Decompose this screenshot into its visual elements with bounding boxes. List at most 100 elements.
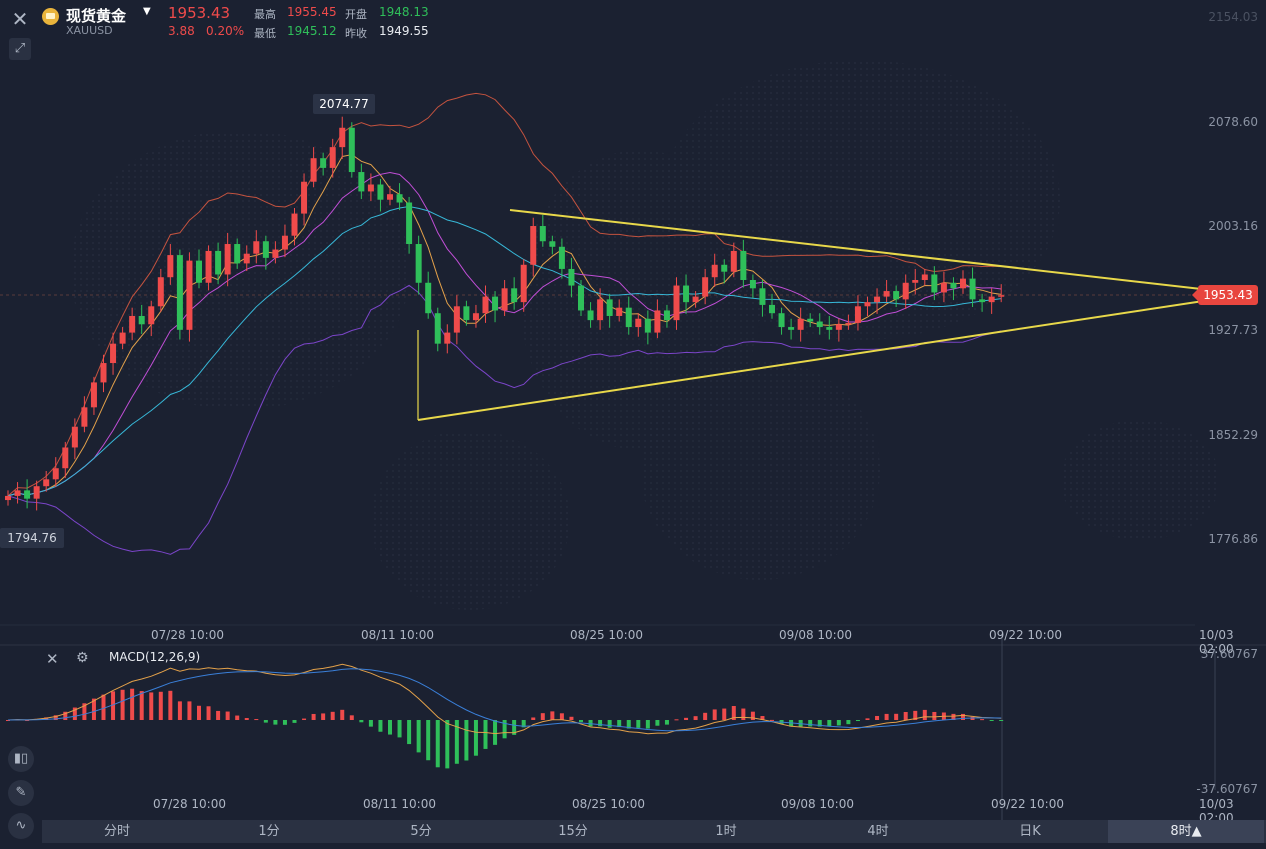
high-marker: 2074.77 — [313, 94, 375, 114]
macd-histogram-bar — [435, 720, 440, 768]
candle — [301, 181, 308, 214]
macd-histogram-bar — [559, 713, 564, 720]
candle — [157, 277, 164, 307]
macd-histogram-bar — [512, 720, 517, 735]
candle — [864, 302, 871, 307]
macd-histogram-bar — [263, 720, 268, 723]
macd-histogram-bar — [368, 720, 373, 727]
candle — [539, 226, 546, 242]
tab-fenshi[interactable]: 分时 — [103, 824, 130, 839]
macd-histogram-bar — [846, 720, 851, 725]
candle — [606, 299, 613, 316]
bollinger-band — [7, 284, 1002, 555]
macd-histogram-bar — [177, 701, 182, 720]
candle — [807, 318, 814, 322]
candle — [444, 332, 451, 344]
close-indicator-icon[interactable]: ✕ — [46, 650, 59, 668]
macd-histogram-bar — [827, 720, 832, 727]
price-tick: 2078.60 — [1208, 115, 1258, 129]
macd-histogram-bar — [684, 717, 689, 720]
macd-line — [7, 668, 1002, 732]
candle — [835, 324, 842, 330]
candle — [148, 306, 155, 325]
macd-histogram-bar — [91, 698, 96, 720]
price-tick: 1776.86 — [1208, 532, 1258, 546]
candle — [463, 306, 470, 321]
indicator-icon[interactable]: ∿ — [8, 813, 34, 839]
macd-histogram-bar — [722, 708, 727, 720]
candle — [759, 288, 766, 305]
macd-histogram-bar — [359, 720, 364, 723]
macd-time-tick: 07/28 10:00 — [153, 797, 226, 811]
candle — [119, 332, 126, 344]
tab-15min[interactable]: 15分 — [558, 824, 588, 839]
candle — [262, 241, 269, 258]
tab-5min[interactable]: 5分 — [410, 824, 432, 839]
macd-histogram-bar — [961, 713, 965, 720]
macd-histogram-bar — [445, 720, 450, 769]
candle — [71, 426, 78, 448]
candle — [14, 490, 21, 496]
tab-1hour[interactable]: 1时 — [715, 824, 737, 839]
macd-histogram-bar — [903, 711, 908, 720]
candle — [616, 307, 623, 316]
macd-histogram-bar — [292, 720, 297, 723]
macd-histogram-bar — [579, 720, 583, 723]
candle — [969, 278, 976, 300]
expand-icon[interactable]: ⤢ — [9, 38, 31, 60]
macd-histogram-bar — [388, 720, 392, 735]
symbol-dropdown-icon[interactable]: ▼ — [143, 6, 151, 17]
time-tick: 09/22 10:00 — [989, 628, 1062, 642]
macd-histogram-bar — [187, 701, 192, 720]
candle — [749, 279, 756, 289]
high-value: 1955.45 — [287, 5, 337, 19]
candle — [778, 313, 785, 328]
macd-histogram-bar — [53, 715, 58, 720]
macd-histogram-bar — [588, 720, 593, 727]
candle — [520, 264, 527, 303]
macd-histogram-bar — [989, 720, 994, 721]
candle — [90, 382, 97, 408]
candle — [329, 147, 336, 168]
candle — [129, 315, 136, 333]
time-tick: 08/11 10:00 — [361, 628, 434, 642]
candle — [683, 285, 690, 303]
candle — [377, 184, 384, 200]
macd-histogram-bar — [884, 713, 889, 720]
candle — [826, 327, 833, 330]
candle — [721, 264, 728, 272]
candle — [893, 291, 900, 300]
candle — [215, 250, 222, 275]
candle — [406, 202, 413, 245]
macd-histogram-bar — [980, 719, 985, 721]
candle — [854, 306, 861, 323]
candle — [100, 363, 107, 383]
candle — [597, 299, 604, 321]
settings-icon[interactable]: ⚙ — [76, 650, 89, 666]
candle — [243, 253, 250, 264]
macd-histogram-bar — [521, 720, 526, 728]
low-marker: 1794.76 — [0, 528, 64, 548]
candle — [797, 318, 804, 330]
macd-time-tick: 09/22 10:00 — [991, 797, 1064, 811]
macd-histogram-bar — [999, 720, 1004, 721]
macd-histogram-bar — [493, 720, 498, 745]
candle — [568, 268, 575, 286]
candle — [492, 296, 499, 311]
macd-histogram-bar — [875, 715, 880, 720]
candle — [902, 282, 909, 300]
candle-style-icon[interactable]: ▮▯ — [8, 746, 34, 772]
candle — [5, 495, 11, 501]
candle — [482, 296, 489, 314]
candle — [52, 468, 59, 480]
tab-1min[interactable]: 1分 — [258, 824, 280, 839]
tab-daily[interactable]: 日K — [1019, 824, 1041, 839]
macd-histogram-bar — [44, 717, 49, 720]
symbol-name[interactable]: 现货黄金 — [66, 7, 127, 25]
close-icon[interactable]: ✕ — [11, 7, 29, 31]
draw-tool-icon[interactable]: ✎ — [8, 780, 34, 806]
tab-8hour[interactable]: 8时▲ — [1108, 820, 1264, 843]
macd-histogram-bar — [254, 719, 259, 721]
tab-4hour[interactable]: 4时 — [867, 824, 889, 839]
